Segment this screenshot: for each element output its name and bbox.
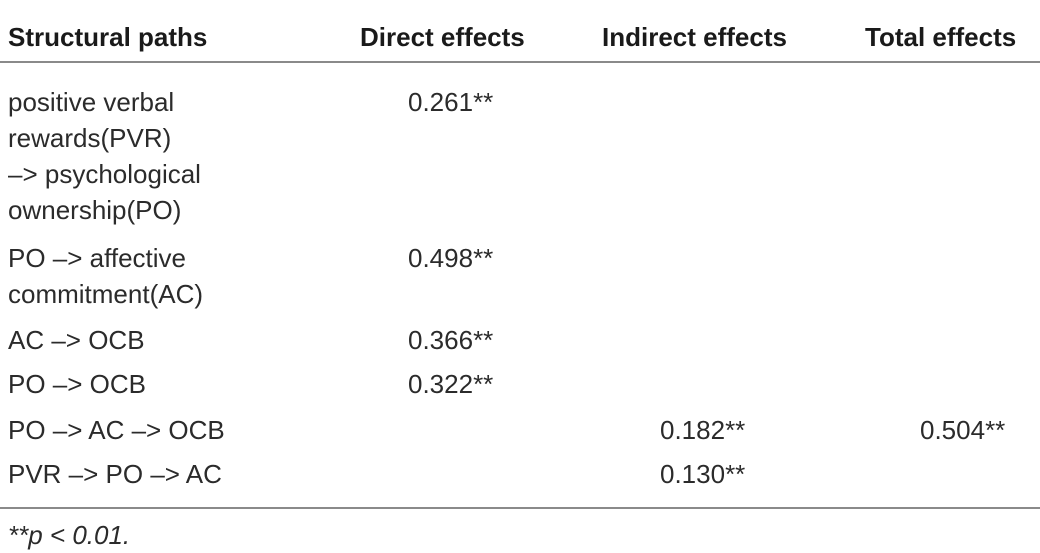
effect-value: 0.322**	[408, 369, 494, 399]
column-header: Structural paths	[8, 22, 208, 52]
effect-value: 0.366**	[408, 325, 494, 355]
bottom-rule	[0, 507, 1040, 509]
column-header: Indirect effects	[602, 22, 787, 52]
path-label: PO –> AC –> OCB	[8, 415, 225, 445]
header-rule	[0, 61, 1040, 63]
path-label: PO –> OCB	[8, 369, 146, 399]
effect-value: 0.130**	[660, 459, 746, 489]
path-label: positive verbal rewards(PVR) –> psycholo…	[8, 87, 201, 225]
column-header: Direct effects	[360, 22, 525, 52]
path-label: AC –> OCB	[8, 325, 145, 355]
path-label: PO –> affective commitment(AC)	[8, 243, 204, 309]
column-header: Total effects	[865, 22, 1017, 52]
effect-value: 0.498**	[408, 243, 494, 273]
effect-value: 0.182**	[660, 415, 746, 445]
path-label: PVR –> PO –> AC	[8, 459, 222, 489]
effect-value: 0.261**	[408, 87, 494, 117]
footnote: **p < 0.01.	[8, 520, 131, 550]
effect-value: 0.504**	[920, 415, 1006, 445]
